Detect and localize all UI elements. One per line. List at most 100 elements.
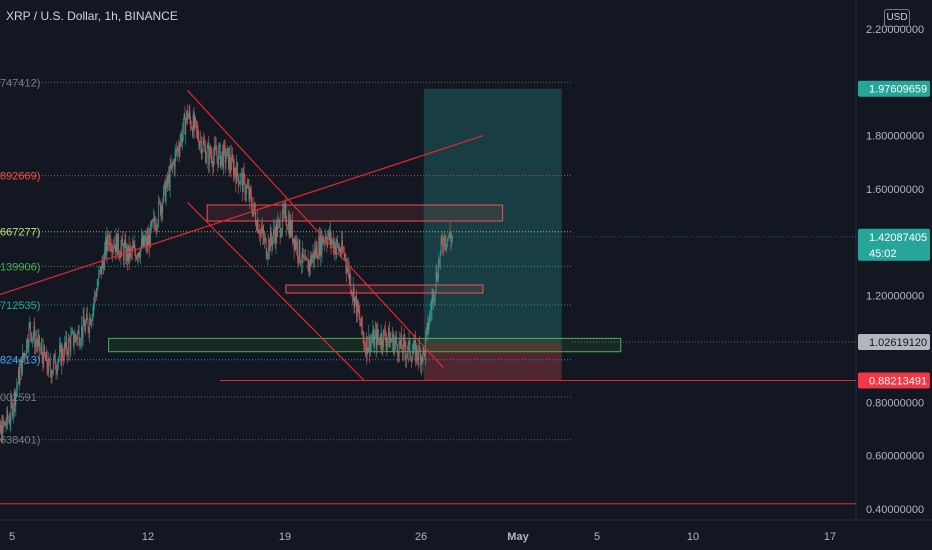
candle-body [187, 116, 189, 120]
candle-body [246, 185, 247, 194]
candle-body [407, 343, 409, 354]
candle-body [147, 236, 149, 245]
candle-body [261, 227, 263, 231]
candle-body [217, 156, 219, 167]
candle-body [350, 275, 352, 292]
candle-body [363, 336, 365, 346]
candle-body [112, 246, 114, 253]
candle-body [424, 350, 425, 357]
candle-body [6, 410, 8, 426]
candle-body [259, 233, 260, 236]
candle-body [406, 354, 407, 359]
trendline[interactable] [0, 135, 484, 317]
candle-body [138, 252, 140, 257]
candle-body [437, 279, 439, 280]
stop-zone[interactable] [423, 342, 562, 381]
candle-body [392, 333, 393, 342]
candle-body [292, 221, 293, 242]
candle-body [208, 145, 210, 165]
candle-body [86, 314, 88, 320]
candle-body [283, 208, 285, 214]
candle-body [449, 231, 451, 237]
price-badge-value: 1.02619120 [869, 337, 927, 349]
candle-body [123, 245, 125, 260]
candle-body [11, 400, 13, 403]
target-zone[interactable] [423, 88, 562, 343]
candle-body [397, 344, 398, 355]
candle-body [359, 313, 361, 322]
candle-body [242, 173, 243, 192]
candle-body [55, 369, 57, 371]
candle-body [82, 316, 84, 338]
candle-body [309, 261, 311, 268]
candle-body [197, 130, 199, 140]
candle-body [20, 360, 22, 368]
candle-body [53, 359, 54, 370]
candle-body [255, 211, 256, 224]
candle-body [68, 338, 69, 355]
candle-body [411, 358, 412, 362]
candle-body [356, 295, 357, 317]
candle-body [386, 341, 388, 346]
candle-body [220, 155, 222, 167]
candle-body [445, 244, 447, 246]
price-tick-label: 1.80000000 [866, 131, 924, 143]
candle-body [48, 358, 50, 374]
candle-body [119, 256, 121, 258]
candle-body [117, 233, 118, 257]
candle-body [110, 248, 112, 250]
candle-body [313, 251, 315, 261]
candle-body [322, 236, 324, 244]
candle-body [42, 355, 44, 367]
candle-body [347, 267, 348, 273]
candle-body [215, 148, 217, 156]
candle-body [23, 353, 25, 358]
candle-body [409, 339, 411, 357]
candle-body [51, 373, 53, 379]
zone-box[interactable] [285, 284, 484, 294]
candle-body [158, 200, 160, 223]
candle-body [63, 357, 64, 360]
candle-body [173, 161, 174, 165]
candle-body [67, 350, 68, 355]
candle-body [149, 234, 150, 248]
candle-body [97, 283, 99, 288]
candle-body [332, 239, 334, 242]
candle-body [345, 254, 347, 265]
price-tick-label: 0.40000000 [866, 504, 924, 516]
candle-body [168, 174, 170, 188]
candle-body [330, 232, 332, 244]
candle-body [127, 244, 129, 261]
candle-body [111, 249, 113, 253]
candle-body [416, 346, 418, 358]
candle-body [100, 266, 102, 275]
candle-body [370, 341, 371, 353]
trendline[interactable] [186, 201, 366, 382]
candle-body [251, 194, 252, 207]
candle-body [312, 251, 314, 258]
candle-body [30, 322, 31, 333]
trendline[interactable] [186, 89, 444, 369]
candle-body [239, 183, 241, 184]
candle-body [130, 248, 132, 250]
candle-body [14, 391, 16, 406]
candle-body [270, 230, 272, 241]
candle-body [72, 330, 74, 346]
candle-body [8, 419, 10, 424]
zone-box[interactable] [206, 204, 504, 222]
candle-body [381, 333, 383, 346]
candle-body [80, 341, 82, 345]
candle-body [76, 337, 77, 341]
candle-body [306, 259, 308, 261]
currency-button[interactable]: USD [884, 9, 910, 27]
candle-body [170, 164, 172, 168]
candle-body [194, 117, 196, 129]
candle-body [87, 319, 89, 330]
candle-body [44, 346, 45, 356]
candle-body [125, 241, 127, 262]
candle-body [7, 410, 8, 421]
candle-body [152, 220, 154, 221]
